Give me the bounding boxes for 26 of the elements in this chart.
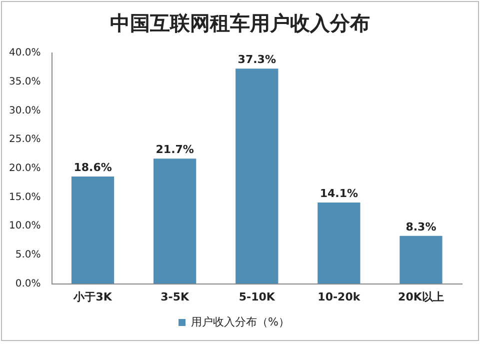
bar [400, 236, 442, 284]
bar [318, 202, 360, 284]
chart-title: 中国互联网租车用户收入分布 [109, 10, 371, 37]
y-tick-label: 5.0% [15, 250, 41, 261]
bar [71, 176, 114, 284]
y-tick-label: 40.0% [8, 48, 41, 59]
y-tick-label: 10.0% [8, 220, 41, 232]
bar [154, 158, 196, 284]
data-label: 37.3% [238, 52, 276, 66]
y-tick-label: 15.0% [8, 192, 41, 203]
data-label: 14.1% [320, 186, 358, 200]
y-tick-label: 30.0% [8, 105, 41, 116]
legend-label: 用户收入分布（%） [191, 315, 290, 328]
y-tick-label: 25.0% [8, 134, 41, 146]
y-tick-label: 0.0% [15, 278, 41, 290]
y-tick-label: 35.0% [8, 76, 41, 88]
x-tick-label: 小于3K [72, 290, 112, 304]
x-tick-label: 10-20k [318, 290, 361, 304]
data-label: 8.3% [406, 220, 436, 234]
x-tick-label: 3-5K [160, 290, 190, 304]
bar [236, 68, 278, 284]
y-tick-label: 20.0% [8, 162, 41, 174]
x-tick-label: 5-10K [238, 290, 276, 304]
data-label: 21.7% [156, 142, 194, 156]
data-label: 18.6% [74, 160, 112, 174]
x-tick-label: 20K以上 [398, 290, 444, 304]
